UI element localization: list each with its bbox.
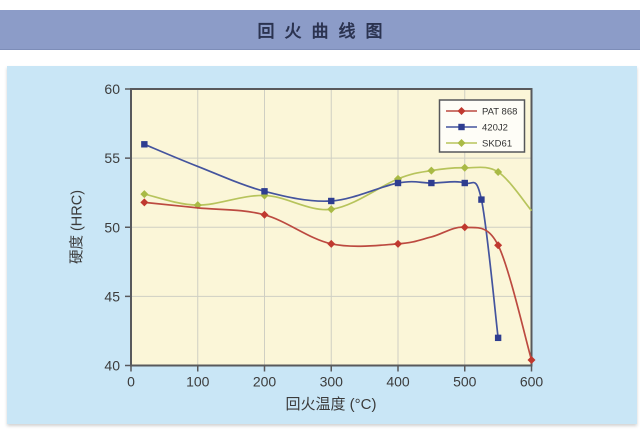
x-tick-label: 300 [320, 374, 344, 390]
x-axis-title: 回火温度 (°C) [285, 396, 377, 413]
y-tick-label: 55 [104, 150, 120, 166]
data-point-marker [140, 198, 149, 207]
data-point-marker [394, 239, 402, 248]
data-point-marker [527, 355, 536, 364]
data-point-marker [478, 196, 485, 203]
legend-marker [457, 139, 466, 147]
data-point-marker [494, 334, 502, 342]
data-point-marker [461, 179, 468, 187]
data-point-marker [141, 141, 148, 148]
y-axis-title: 硬度 (HRC) [69, 189, 86, 265]
x-tick-label: 600 [520, 374, 544, 390]
data-point-marker [428, 179, 435, 187]
data-point-marker [460, 163, 469, 172]
legend-marker [458, 123, 465, 131]
data-point-marker [140, 190, 149, 199]
legend-label: 420J2 [482, 123, 508, 134]
y-tick-label: 40 [104, 358, 120, 374]
data-point-marker [460, 223, 469, 232]
x-tick-label: 200 [253, 374, 277, 390]
data-point-marker [494, 241, 503, 250]
data-point-marker [394, 179, 402, 187]
title-bar: 回火曲线图 [0, 10, 640, 50]
legend-label: SKD61 [482, 139, 512, 150]
y-tick-label: 50 [104, 219, 120, 235]
x-tick-label: 100 [186, 374, 210, 390]
x-tick-label: 0 [127, 374, 135, 390]
data-point-marker [427, 166, 436, 175]
legend-label: PAT 868 [482, 107, 517, 118]
data-point-marker [327, 205, 336, 214]
data-point-marker [328, 197, 335, 205]
legend-marker [457, 107, 466, 115]
data-point-marker [327, 239, 336, 248]
chart-title: 回火曲线图 [257, 22, 393, 41]
x-tick-label: 400 [386, 374, 410, 390]
x-tick-label: 500 [453, 374, 477, 390]
y-tick-label: 60 [104, 81, 120, 97]
data-point-marker [261, 188, 268, 195]
y-tick-label: 45 [104, 288, 120, 304]
data-point-marker [260, 210, 269, 219]
data-point-marker [494, 167, 503, 176]
plot-border [130, 88, 533, 367]
